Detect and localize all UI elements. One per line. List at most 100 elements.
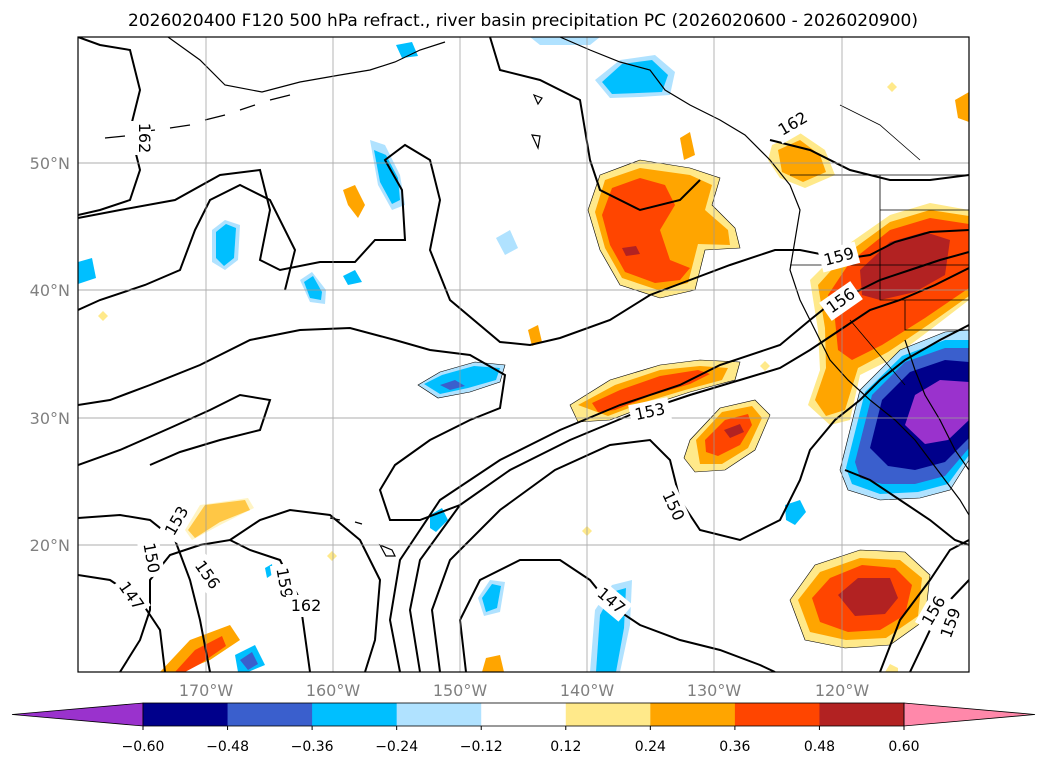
positive-anomaly-region — [838, 578, 898, 616]
outline — [417, 361, 506, 399]
negative-anomaly-region — [78, 258, 96, 284]
outline — [683, 399, 771, 473]
colorbar-bin — [819, 703, 905, 726]
colorbar-tick-label: 0.36 — [719, 739, 750, 755]
colorbar-tick-label: −0.60 — [122, 739, 165, 755]
island — [531, 134, 541, 151]
lat-label: 50°N — [30, 154, 70, 173]
contour-line — [78, 326, 507, 521]
negative-anomaly-region — [905, 380, 969, 444]
baja-coastline — [904, 339, 969, 471]
outline — [587, 159, 741, 299]
colorbar-border — [142, 702, 905, 727]
positive-anomaly-region — [778, 140, 826, 182]
positive-anomaly-region — [955, 92, 969, 122]
island — [532, 93, 543, 106]
colorbar-tick-label: −0.24 — [375, 739, 418, 755]
contour-line — [78, 183, 297, 311]
negative-anomaly-region — [530, 37, 600, 45]
positive-anomaly-region — [680, 132, 695, 160]
negative-anomaly-region — [440, 380, 465, 390]
contour-line — [769, 139, 969, 181]
positive-anomaly-region — [528, 325, 542, 346]
colorbar: −0.60 −0.48 −0.36 −0.24 −0.12 0.12 0.24 0.36 0.4… — [11, 702, 1036, 755]
lon-label: 170°W — [179, 681, 234, 700]
colorbar-bin — [312, 703, 398, 726]
colorbar-bin — [481, 703, 567, 726]
colorbar-tick-label: 0.24 — [635, 739, 666, 755]
negative-anomaly-region — [304, 276, 322, 300]
colorbar-bin — [143, 703, 229, 726]
outline — [569, 359, 741, 423]
positive-anomaly-region — [482, 655, 504, 672]
colorbar-bin — [650, 703, 736, 726]
colorbar-tick-label: −0.36 — [291, 739, 334, 755]
positive-anomaly-region — [885, 664, 898, 672]
colorbar-bin — [396, 703, 482, 726]
shading-outlines — [417, 159, 969, 649]
positive-anomaly-region — [602, 178, 690, 283]
colorbar-bin — [734, 703, 820, 726]
outline — [839, 329, 969, 501]
colorbar-bin — [565, 703, 651, 726]
positive-anomaly-region — [760, 361, 770, 371]
positive-anomaly-region — [185, 498, 254, 540]
state-borders — [790, 104, 969, 386]
lat-label: 30°N — [30, 409, 70, 428]
map-content: 162 162 159 156 153 150 147 153 150 147 … — [78, 37, 969, 672]
contour-label: 162 — [291, 596, 322, 615]
positive-anomaly-region — [343, 185, 365, 218]
colorbar-tick-label: −0.48 — [206, 739, 249, 755]
alaska-coastline — [167, 37, 446, 93]
colorbar-tick-label: 0.12 — [550, 739, 581, 755]
coastlines — [104, 37, 969, 557]
contour-line — [388, 251, 969, 672]
positive-anomaly-region — [887, 82, 897, 92]
lon-label: 160°W — [306, 681, 361, 700]
colorbar-extend-low — [11, 702, 144, 727]
negative-anomaly-region — [496, 230, 518, 255]
positive-anomaly-region — [622, 246, 640, 256]
contour-line — [879, 539, 969, 672]
outline — [789, 549, 931, 649]
negative-anomaly-region — [785, 500, 806, 525]
lon-label: 130°W — [687, 681, 742, 700]
negative-anomaly-region — [343, 270, 362, 285]
negative-anomaly-region — [240, 652, 258, 670]
contour-line — [78, 393, 272, 466]
contour-label: 162 — [135, 123, 154, 154]
negative-anomaly-region — [482, 584, 501, 612]
positive-anomaly-region — [98, 311, 108, 321]
contour-line — [78, 143, 969, 347]
negative-anomaly-region — [424, 366, 500, 394]
latitude-labels: 50°N 40°N 30°N 20°N — [30, 154, 70, 555]
contour-line — [229, 508, 382, 672]
positive-anomaly-region — [175, 636, 226, 672]
negative-anomaly-region — [374, 150, 400, 204]
contour-line — [844, 469, 969, 546]
gulf-of-alaska-coastline — [559, 37, 969, 516]
positive-anomaly-region — [327, 551, 337, 561]
contour-line — [408, 267, 969, 672]
contour-line — [430, 324, 969, 672]
lon-label: 120°W — [815, 681, 870, 700]
positive-anomaly-region — [592, 370, 710, 412]
lon-label: 150°W — [433, 681, 488, 700]
lat-label: 40°N — [30, 281, 70, 300]
colorbar-bin — [227, 703, 313, 726]
map-title: 2026020400 F120 500 hPa refract., river … — [128, 11, 918, 31]
colorbar-tick-label: −0.12 — [460, 739, 503, 755]
colorbar-extend-high — [903, 702, 1036, 727]
lon-label: 140°W — [560, 681, 615, 700]
positive-anomaly-region — [724, 424, 744, 438]
colorbar-tick-label: 0.60 — [888, 739, 919, 755]
map-frame — [77, 36, 970, 673]
negative-anomaly-region — [602, 60, 668, 94]
lat-label: 20°N — [30, 536, 70, 555]
longitude-labels: 170°W 160°W 150°W 140°W 130°W 120°W — [179, 681, 870, 700]
colorbar-tick-label: 0.48 — [804, 739, 835, 755]
contour-line — [489, 37, 701, 212]
negative-anomaly-region — [216, 224, 236, 266]
